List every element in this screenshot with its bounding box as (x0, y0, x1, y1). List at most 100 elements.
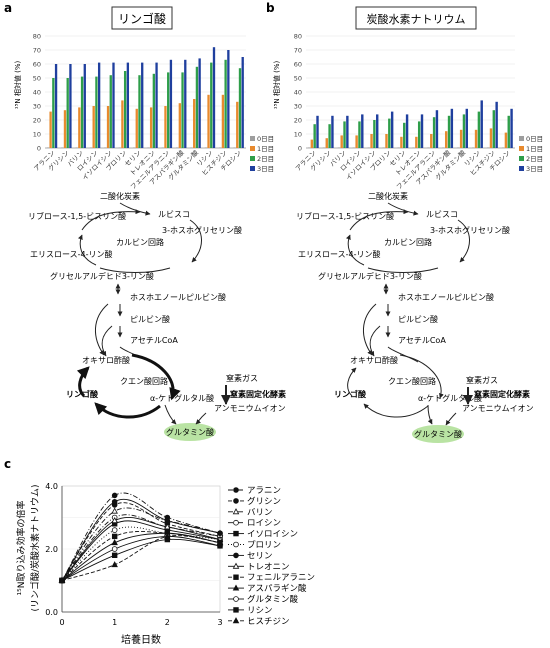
bar (343, 121, 346, 148)
bar (46, 147, 50, 149)
bar (121, 100, 124, 148)
bar (447, 115, 451, 148)
legend-label: 0日目 (257, 135, 274, 143)
bar (420, 114, 424, 148)
chart-title: リンゴ酸 (118, 11, 166, 26)
series-line (61, 535, 221, 581)
data-point (216, 539, 224, 546)
legend-label: セリン (247, 551, 273, 561)
y-tick-label: 50 (33, 75, 41, 83)
label-akg: α-ケトグルタル酸 (150, 393, 214, 403)
legend-label: 0日目 (526, 135, 543, 143)
data-point (111, 498, 118, 505)
label-e4p: エリスロース-4-リン酸 (298, 249, 380, 259)
label-n2: 窒素ガス (226, 373, 258, 383)
glutamate-node (164, 423, 216, 441)
bar (193, 99, 196, 148)
label-co2: 二酸化炭素 (368, 191, 408, 201)
y-tick-label: 70 (294, 47, 302, 55)
x-tick-label: 3 (217, 618, 222, 627)
label-pga: 3-ホスホグリセリン酸 (162, 225, 242, 235)
label-glutamate: グルタミン酸 (414, 429, 462, 439)
data-point (232, 508, 240, 515)
bar (118, 147, 121, 149)
bar (63, 110, 67, 148)
data-point (233, 574, 239, 580)
legend-swatch (250, 156, 255, 161)
line-chart-ratio: ¹⁵N取り込み効率の倍率 (リンゴ酸/炭酸水素ナトリウム) 培養日数 0.0 2.… (15, 482, 315, 646)
bar (462, 114, 466, 148)
bar (313, 124, 316, 148)
label-akg: α-ケトグルタル酸 (418, 393, 482, 403)
panel-label-a: a (4, 1, 12, 15)
bar (322, 147, 326, 149)
bar (147, 147, 150, 149)
bar (61, 147, 64, 149)
data-point (233, 530, 239, 537)
bar (370, 134, 373, 148)
bar (457, 147, 460, 149)
label-tca: クエン酸回路 (388, 376, 436, 386)
data-point (233, 552, 239, 559)
pathway-arrows (346, 202, 473, 426)
data-point (111, 561, 118, 568)
bar (501, 147, 505, 149)
bar (155, 62, 158, 148)
bar (432, 117, 436, 148)
data-point (164, 517, 171, 524)
bar (492, 110, 496, 148)
bar (169, 59, 173, 148)
bar (190, 147, 193, 149)
bar (346, 115, 349, 148)
label-pep: ホスホエノールピルビン酸 (398, 292, 494, 302)
bar (195, 66, 199, 148)
legend-label: ヒスチジン (247, 617, 290, 627)
series-line (61, 499, 221, 581)
bar (135, 108, 138, 148)
bar (233, 147, 236, 149)
label-pyruvate: ピルビン酸 (130, 314, 170, 324)
bar (427, 147, 430, 149)
legend-label: アラニン (247, 486, 281, 496)
label-nitrogenase: 窒素固定化酵素 (230, 389, 286, 399)
bar (382, 147, 385, 149)
x-axis-label: 培養日数 (121, 633, 161, 646)
bar (52, 78, 55, 148)
bar (310, 139, 314, 148)
bar (236, 101, 239, 148)
bar (227, 50, 230, 148)
bar (480, 100, 483, 148)
legend-swatch (519, 166, 524, 171)
bar (307, 147, 311, 149)
data-point (164, 532, 171, 539)
series-line (61, 516, 221, 581)
label-ammonium: アンモニウムイオン (214, 404, 286, 413)
label-oaa: オキサロ酢酸 (350, 355, 398, 365)
label-g3p: グリセルアルデヒド3-リン酸 (318, 271, 422, 281)
data-point (233, 487, 239, 493)
series-line (61, 526, 221, 581)
data-point (233, 541, 239, 548)
y-tick-label: 20 (33, 117, 41, 125)
bar (238, 68, 242, 148)
bar (415, 136, 418, 148)
bar (167, 72, 170, 148)
bar (376, 114, 379, 148)
label-rubp: リブロース-1,5-ビスリン酸 (296, 211, 394, 221)
y-tick-label: 80 (33, 33, 41, 41)
bar (385, 134, 388, 148)
bar (126, 62, 130, 148)
label-acetylcoa: アセチルCoA (398, 336, 446, 345)
bar (340, 135, 343, 148)
bar (358, 121, 361, 148)
label-g3p: グリセルアルデヒド3-リン酸 (50, 271, 154, 281)
data-point (164, 523, 171, 530)
label-e4p: エリスロース-4-リン酸 (30, 249, 112, 259)
label-rubisco: ルビスコ (426, 210, 458, 219)
pathway-diagram-malate: 二酸化炭素 ルビスコ リブロース-1,5-ビスリン酸 3-ホスホグリセリン酸 カ… (28, 191, 286, 441)
bar (450, 108, 454, 148)
bar (161, 147, 164, 149)
bar (430, 134, 433, 148)
label-rubp: リブロース-1,5-ビスリン酸 (28, 211, 126, 221)
bar (66, 78, 69, 148)
